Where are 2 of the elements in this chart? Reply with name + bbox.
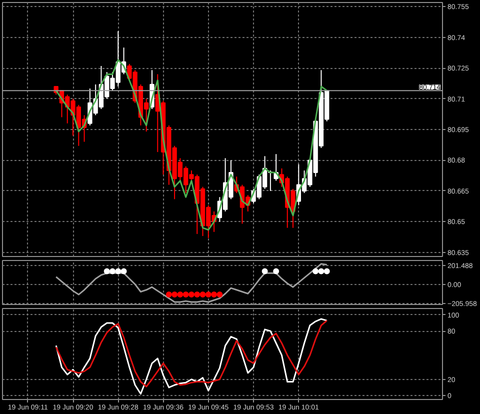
line-series	[55, 263, 328, 303]
line-series	[55, 59, 328, 231]
